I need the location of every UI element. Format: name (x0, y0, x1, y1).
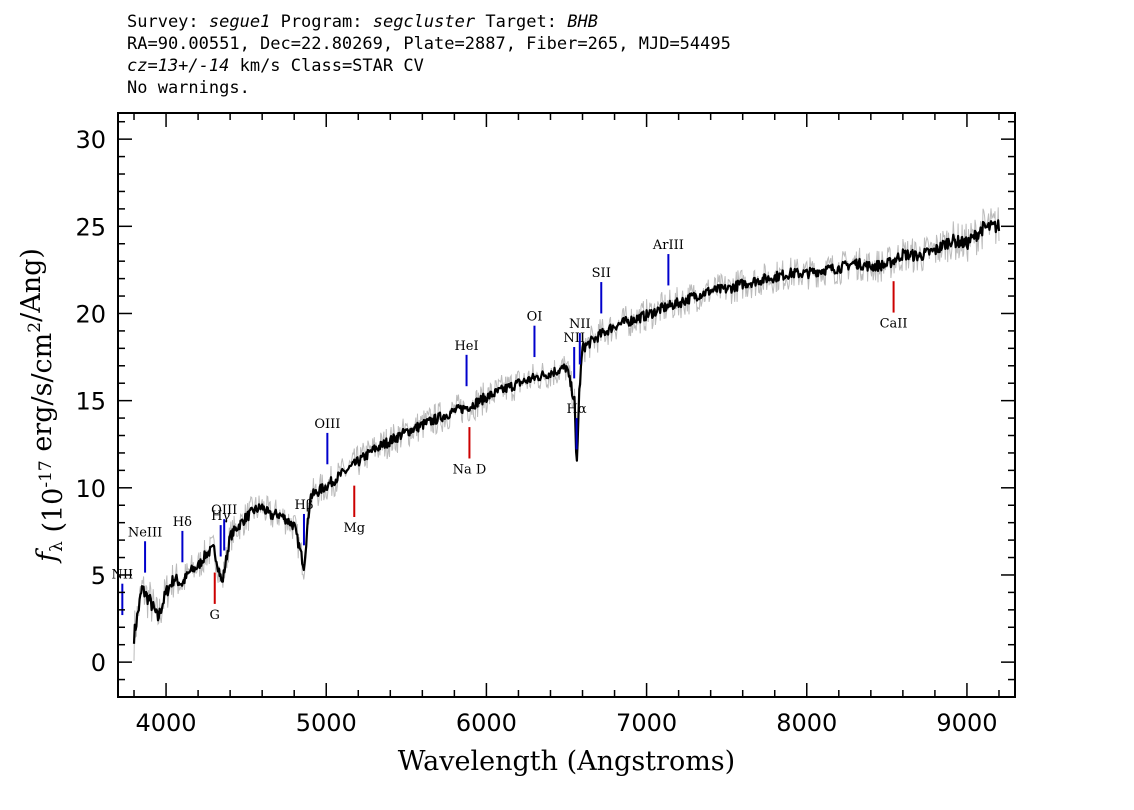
header-line-survey: Survey: segue1 Program: segcluster Targe… (127, 11, 731, 33)
y-tick-label: 10 (75, 475, 106, 503)
x-axis-label: Wavelength (Angstroms) (398, 746, 735, 777)
emission-label-h: Hδ (173, 515, 192, 530)
x-tick-label: 8000 (776, 709, 837, 737)
x-tick-label: 4000 (136, 709, 197, 737)
header-line-redshift: cz=13+/-14 km/s Class=STAR CV (127, 55, 731, 77)
emission-label-h: Hβ (295, 498, 314, 513)
emission-label-h: Hγ (211, 509, 230, 524)
header-line-warnings: No warnings. (127, 78, 250, 98)
absorption-label-mg: Mg (343, 521, 365, 536)
y-tick-label: 15 (75, 388, 106, 416)
noise-line (133, 207, 1000, 661)
survey-value: segue1 (208, 12, 271, 32)
emission-label-oiii: OIII (314, 417, 340, 432)
emission-label-nii: NII (563, 331, 585, 346)
y-axis-label: fλ (10-17 erg/s/cm2/Ang) (16, 248, 69, 564)
axis-ticks (118, 113, 1015, 698)
emission-label-h: Hα (567, 402, 587, 417)
y-tick-label: 25 (75, 213, 106, 241)
flux-line (132, 219, 1001, 644)
class-text: km/s Class=STAR CV (229, 56, 424, 76)
y-tick-label: 5 (91, 562, 106, 590)
emission-label-neiii: NeIII (128, 525, 162, 540)
spectrum-header: Survey: segue1 Program: segcluster Targe… (127, 11, 731, 99)
survey-label: Survey: (127, 12, 199, 32)
absorption-label-g: G (210, 608, 220, 623)
cz-value: cz=13+/-14 (127, 56, 230, 76)
target-value: BHB (567, 12, 598, 32)
emission-label-sii: SII (592, 266, 611, 281)
emission-label-oiii: OIII (211, 503, 237, 518)
x-tick-label: 7000 (616, 709, 677, 737)
y-axis-label-text: fλ (10-17 erg/s/cm2/Ang) (16, 248, 69, 564)
absorption-label-caii: CaII (880, 317, 908, 332)
absorption-label-na-d: Na D (453, 462, 487, 477)
emission-label-oi: OI (527, 310, 543, 325)
x-tick-label: 9000 (936, 709, 997, 737)
flux-series (132, 219, 1001, 644)
noise-band (133, 207, 1000, 661)
x-tick-label: 6000 (456, 709, 517, 737)
axis-tick-labels: 4000 5000 6000 7000 8000 9000 0 5 10 15 20 25 30 (75, 126, 997, 737)
emission-label-nii: NII (569, 317, 591, 332)
y-tick-label: 20 (75, 300, 106, 328)
y-tick-label: 30 (75, 126, 106, 154)
emission-label-ariii: ArIII (652, 238, 684, 253)
y-tick-label: 0 (91, 649, 106, 677)
plot-frame (117, 112, 1016, 698)
emission-label-hei: HeI (454, 339, 478, 354)
x-tick-label: 5000 (296, 709, 357, 737)
header-line-coordinates: RA=90.00551, Dec=22.80269, Plate=2887, F… (127, 34, 731, 54)
program-label: Program: (280, 12, 363, 32)
target-label: Target: (485, 12, 557, 32)
program-value: segcluster (372, 12, 476, 32)
